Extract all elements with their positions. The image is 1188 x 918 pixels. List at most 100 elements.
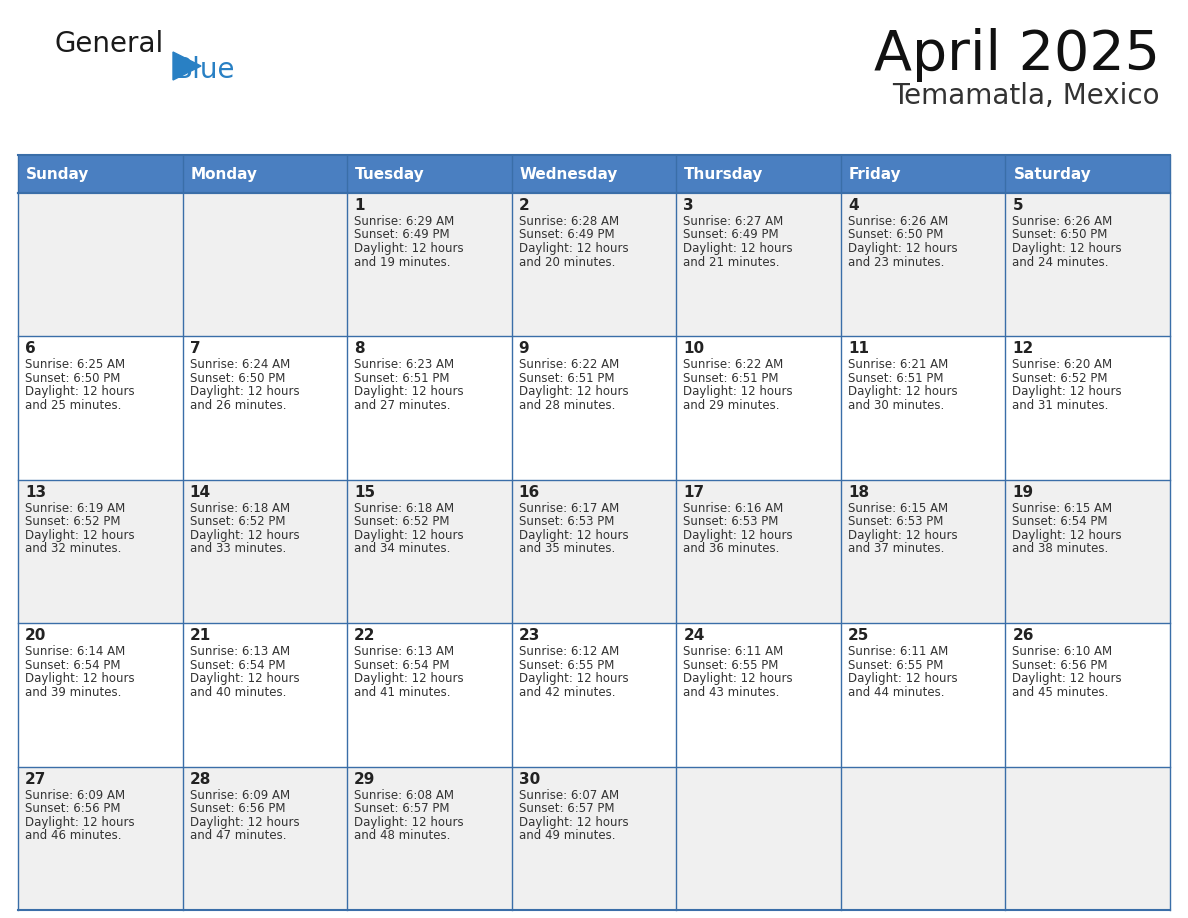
- Text: and 35 minutes.: and 35 minutes.: [519, 543, 615, 555]
- Text: Sunrise: 6:22 AM: Sunrise: 6:22 AM: [683, 358, 784, 372]
- Bar: [347, 336, 512, 480]
- Text: and 23 minutes.: and 23 minutes.: [848, 255, 944, 268]
- Text: and 34 minutes.: and 34 minutes.: [354, 543, 450, 555]
- Text: Sunrise: 6:09 AM: Sunrise: 6:09 AM: [190, 789, 290, 801]
- Text: Daylight: 12 hours: Daylight: 12 hours: [354, 242, 463, 255]
- Text: 16: 16: [519, 485, 541, 499]
- Text: and 46 minutes.: and 46 minutes.: [25, 829, 121, 842]
- Bar: [18, 767, 183, 910]
- Bar: [676, 336, 841, 480]
- Text: Sunrise: 6:18 AM: Sunrise: 6:18 AM: [354, 502, 454, 515]
- Text: Daylight: 12 hours: Daylight: 12 hours: [190, 386, 299, 398]
- Text: Sunrise: 6:16 AM: Sunrise: 6:16 AM: [683, 502, 784, 515]
- Text: Sunset: 6:53 PM: Sunset: 6:53 PM: [683, 515, 778, 528]
- Bar: [183, 193, 347, 336]
- Text: 2: 2: [519, 198, 530, 213]
- Text: Sunrise: 6:27 AM: Sunrise: 6:27 AM: [683, 215, 784, 228]
- Text: Sunset: 6:50 PM: Sunset: 6:50 PM: [848, 229, 943, 241]
- Text: and 21 minutes.: and 21 minutes.: [683, 255, 779, 268]
- Text: Sunset: 6:54 PM: Sunset: 6:54 PM: [1012, 515, 1108, 528]
- Bar: [18, 623, 183, 767]
- Text: Sunset: 6:57 PM: Sunset: 6:57 PM: [519, 802, 614, 815]
- Bar: [512, 193, 676, 336]
- Text: and 26 minutes.: and 26 minutes.: [190, 399, 286, 412]
- Text: Sunrise: 6:09 AM: Sunrise: 6:09 AM: [25, 789, 125, 801]
- Text: and 44 minutes.: and 44 minutes.: [848, 686, 944, 699]
- Text: and 42 minutes.: and 42 minutes.: [519, 686, 615, 699]
- Text: 22: 22: [354, 628, 375, 644]
- Text: and 32 minutes.: and 32 minutes.: [25, 543, 121, 555]
- Bar: [512, 767, 676, 910]
- Text: Daylight: 12 hours: Daylight: 12 hours: [848, 242, 958, 255]
- Text: 7: 7: [190, 341, 201, 356]
- Text: Sunset: 6:55 PM: Sunset: 6:55 PM: [848, 659, 943, 672]
- Text: Sunset: 6:49 PM: Sunset: 6:49 PM: [354, 229, 450, 241]
- Text: 29: 29: [354, 772, 375, 787]
- Text: 3: 3: [683, 198, 694, 213]
- Text: Sunset: 6:52 PM: Sunset: 6:52 PM: [1012, 372, 1108, 385]
- Text: 19: 19: [1012, 485, 1034, 499]
- Text: and 27 minutes.: and 27 minutes.: [354, 399, 450, 412]
- Text: and 47 minutes.: and 47 minutes.: [190, 829, 286, 842]
- Text: Sunset: 6:50 PM: Sunset: 6:50 PM: [1012, 229, 1107, 241]
- Text: Sunrise: 6:25 AM: Sunrise: 6:25 AM: [25, 358, 125, 372]
- Text: Sunrise: 6:18 AM: Sunrise: 6:18 AM: [190, 502, 290, 515]
- Text: Sunrise: 6:17 AM: Sunrise: 6:17 AM: [519, 502, 619, 515]
- Text: Sunset: 6:57 PM: Sunset: 6:57 PM: [354, 802, 449, 815]
- Text: Sunset: 6:52 PM: Sunset: 6:52 PM: [25, 515, 120, 528]
- Bar: [18, 155, 1170, 193]
- Text: Sunrise: 6:29 AM: Sunrise: 6:29 AM: [354, 215, 454, 228]
- Text: and 33 minutes.: and 33 minutes.: [190, 543, 286, 555]
- Text: Sunrise: 6:15 AM: Sunrise: 6:15 AM: [848, 502, 948, 515]
- Text: Sunset: 6:51 PM: Sunset: 6:51 PM: [354, 372, 449, 385]
- Text: Thursday: Thursday: [684, 166, 764, 182]
- Text: Sunset: 6:55 PM: Sunset: 6:55 PM: [519, 659, 614, 672]
- Text: and 20 minutes.: and 20 minutes.: [519, 255, 615, 268]
- Text: 4: 4: [848, 198, 859, 213]
- Bar: [1005, 767, 1170, 910]
- Text: Sunrise: 6:20 AM: Sunrise: 6:20 AM: [1012, 358, 1112, 372]
- Text: Sunrise: 6:10 AM: Sunrise: 6:10 AM: [1012, 645, 1112, 658]
- Bar: [1005, 623, 1170, 767]
- Text: Sunrise: 6:28 AM: Sunrise: 6:28 AM: [519, 215, 619, 228]
- Bar: [841, 480, 1005, 623]
- Text: General: General: [55, 30, 164, 58]
- Text: Sunset: 6:49 PM: Sunset: 6:49 PM: [683, 229, 779, 241]
- Text: and 36 minutes.: and 36 minutes.: [683, 543, 779, 555]
- Bar: [183, 767, 347, 910]
- Text: 5: 5: [1012, 198, 1023, 213]
- Text: Sunset: 6:51 PM: Sunset: 6:51 PM: [848, 372, 943, 385]
- Text: Sunset: 6:52 PM: Sunset: 6:52 PM: [354, 515, 449, 528]
- Text: and 37 minutes.: and 37 minutes.: [848, 543, 944, 555]
- Text: Daylight: 12 hours: Daylight: 12 hours: [519, 386, 628, 398]
- Text: and 24 minutes.: and 24 minutes.: [1012, 255, 1108, 268]
- Text: Daylight: 12 hours: Daylight: 12 hours: [1012, 529, 1121, 542]
- Text: and 48 minutes.: and 48 minutes.: [354, 829, 450, 842]
- Text: 13: 13: [25, 485, 46, 499]
- Text: 30: 30: [519, 772, 541, 787]
- Text: Daylight: 12 hours: Daylight: 12 hours: [683, 386, 792, 398]
- Text: 1: 1: [354, 198, 365, 213]
- Bar: [676, 623, 841, 767]
- Text: Daylight: 12 hours: Daylight: 12 hours: [354, 672, 463, 685]
- Text: 27: 27: [25, 772, 46, 787]
- Text: 15: 15: [354, 485, 375, 499]
- Text: Sunrise: 6:15 AM: Sunrise: 6:15 AM: [1012, 502, 1112, 515]
- Bar: [1005, 336, 1170, 480]
- Text: and 30 minutes.: and 30 minutes.: [848, 399, 944, 412]
- Text: Sunrise: 6:07 AM: Sunrise: 6:07 AM: [519, 789, 619, 801]
- Bar: [512, 480, 676, 623]
- Text: Sunset: 6:52 PM: Sunset: 6:52 PM: [190, 515, 285, 528]
- Text: Monday: Monday: [190, 166, 258, 182]
- Text: and 31 minutes.: and 31 minutes.: [1012, 399, 1108, 412]
- Text: 28: 28: [190, 772, 211, 787]
- Text: 14: 14: [190, 485, 210, 499]
- Text: 8: 8: [354, 341, 365, 356]
- Text: Daylight: 12 hours: Daylight: 12 hours: [519, 242, 628, 255]
- Text: Sunrise: 6:26 AM: Sunrise: 6:26 AM: [848, 215, 948, 228]
- Text: 26: 26: [1012, 628, 1034, 644]
- Text: Sunrise: 6:19 AM: Sunrise: 6:19 AM: [25, 502, 125, 515]
- Text: Daylight: 12 hours: Daylight: 12 hours: [1012, 242, 1121, 255]
- Text: Daylight: 12 hours: Daylight: 12 hours: [354, 386, 463, 398]
- Text: Daylight: 12 hours: Daylight: 12 hours: [848, 529, 958, 542]
